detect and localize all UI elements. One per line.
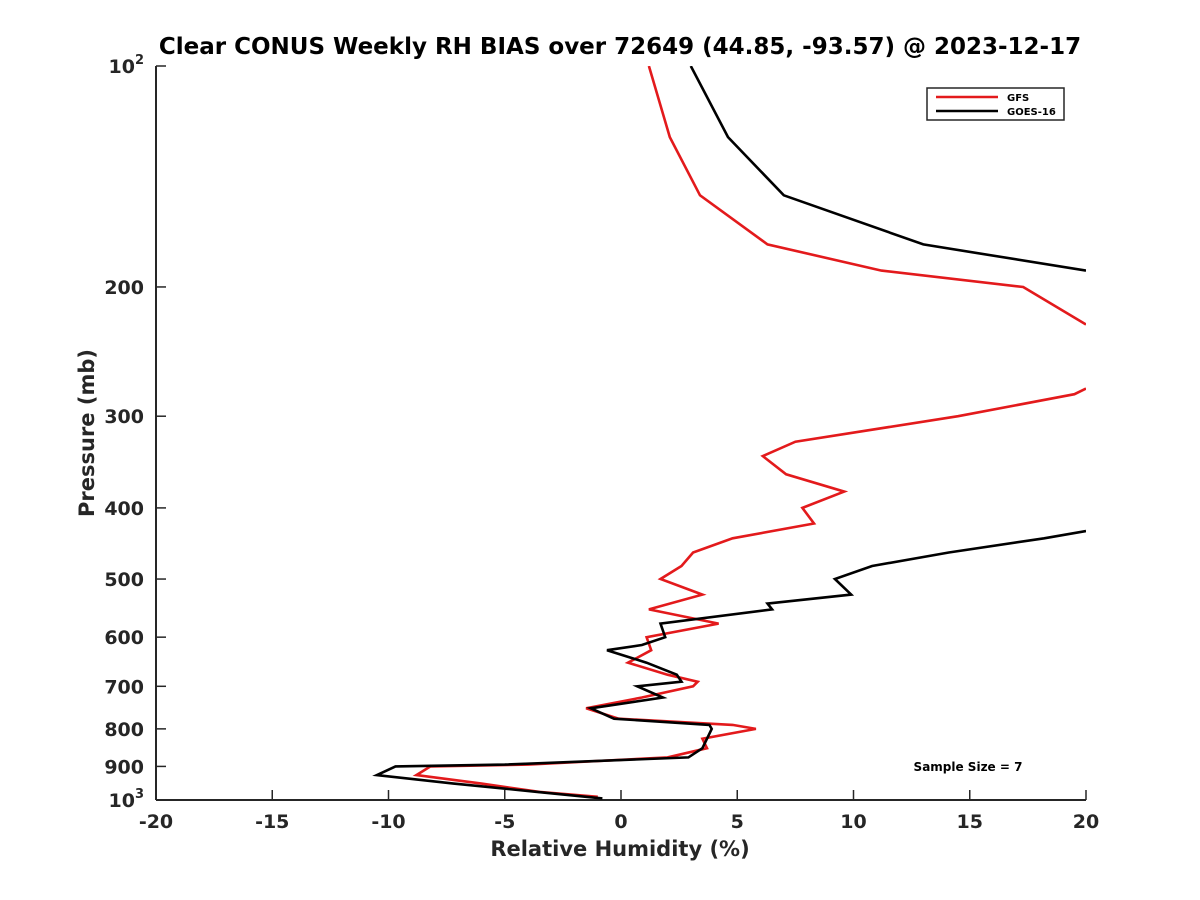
x-tick-label: -20 [139,811,173,833]
sample-size-annotation: Sample Size = 7 [914,760,1023,774]
x-axis-label: Relative Humidity (%) [490,837,749,861]
x-tick-label: 15 [957,811,983,833]
x-tick-label: -15 [255,811,289,833]
y-tick-label: 400 [104,498,144,520]
gfs-line [647,66,1086,326]
y-tick-label: 200 [104,277,144,299]
y-axis-label: Pressure (mb) [75,349,99,517]
chart-title: Clear CONUS Weekly RH BIAS over 72649 (4… [159,34,1081,60]
y-tick-label: 800 [104,719,144,741]
goes-16-line [689,66,1086,272]
y-tick-label: 300 [104,406,144,428]
y-tick-label: 102 [109,53,145,78]
series-lines [372,66,1086,800]
x-tick-label: 10 [840,811,866,833]
y-tick-label: 103 [109,787,145,812]
x-tick-label: -5 [494,811,515,833]
goes-16-line [372,529,1086,800]
legend: GFS GOES-16 [926,87,1065,121]
legend-box [926,87,1065,121]
legend-label-gfs: GFS [1007,93,1029,104]
y-tick-label: 600 [104,627,144,649]
x-tick-label: 0 [614,811,627,833]
x-tick-label: -10 [371,811,405,833]
legend-label-goes-16: GOES-16 [1007,107,1056,118]
x-tick-label: 20 [1073,811,1099,833]
y-tick-label: 700 [104,676,144,698]
plot-area: -20 -15 -10 -5 0 5 10 15 20 102 200 300 400 500 600 700… [104,53,1099,833]
y-tick-label: 500 [104,569,144,591]
y-tick-label: 900 [104,756,144,778]
x-tick-label: 5 [731,811,744,833]
